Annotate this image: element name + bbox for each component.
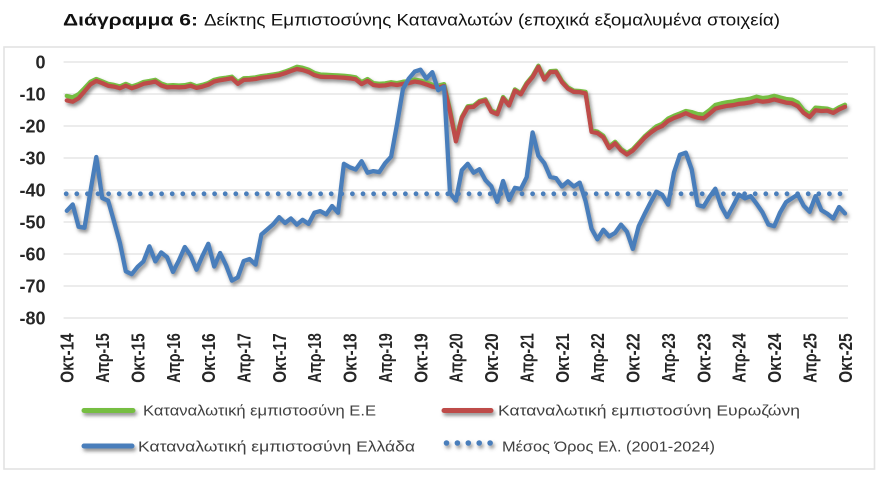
svg-text:Οκτ-20: Οκτ-20 [482,333,502,383]
svg-text:Απρ-15: Απρ-15 [93,333,113,383]
svg-text:Απρ-25: Απρ-25 [800,333,820,383]
svg-text:Οκτ-15: Οκτ-15 [128,333,148,383]
svg-text:-60: -60 [19,245,45,265]
svg-text:Καταναλωτική εμπιστοσύνη Ελλάδ: Καταναλωτική εμπιστοσύνη Ελλάδα [138,439,415,456]
svg-text:Οκτ-25: Οκτ-25 [836,333,856,383]
svg-text:Οκτ-21: Οκτ-21 [553,333,573,383]
svg-text:-40: -40 [19,181,45,201]
svg-text:Απρ-19: Απρ-19 [376,333,396,383]
svg-text:Απρ-21: Απρ-21 [518,333,538,383]
svg-text:Διάγραμμα 6:: Διάγραμμα 6: [63,11,198,29]
svg-text:Απρ-18: Απρ-18 [305,333,325,383]
svg-text:Οκτ-24: Οκτ-24 [765,333,785,383]
svg-text:Οκτ-23: Οκτ-23 [694,333,714,383]
svg-text:-30: -30 [19,149,45,169]
svg-text:Μέσος Όρος Ελ. (2001-2024): Μέσος Όρος Ελ. (2001-2024) [502,439,715,456]
svg-text:Απρ-17: Απρ-17 [235,333,255,383]
svg-text:-50: -50 [19,213,45,233]
svg-text:Οκτ-22: Οκτ-22 [624,333,644,383]
svg-text:-20: -20 [19,117,45,137]
svg-text:-70: -70 [19,277,45,297]
svg-text:-80: -80 [19,309,45,329]
svg-text:Οκτ-19: Οκτ-19 [411,333,431,383]
svg-text:Οκτ-17: Οκτ-17 [270,333,290,383]
svg-text:Απρ-16: Απρ-16 [164,333,184,383]
svg-text:Απρ-22: Απρ-22 [588,333,608,383]
svg-text:0: 0 [35,53,45,73]
svg-text:Οκτ-14: Οκτ-14 [58,333,78,383]
svg-text:Καταναλωτική εμπιστοσύνη Ε.Ε: Καταναλωτική εμπιστοσύνη Ε.Ε [143,403,376,420]
svg-text:Απρ-23: Απρ-23 [659,333,679,383]
svg-text:Καταναλωτική εμπιστοσύνη Ευρωζ: Καταναλωτική εμπιστοσύνη Ευρωζώνη [498,403,800,420]
svg-text:Δείκτης Εμπιστοσύνης Καταναλωτ: Δείκτης Εμπιστοσύνης Καταναλωτών (εποχικ… [204,11,780,29]
svg-text:Οκτ-16: Οκτ-16 [199,333,219,383]
svg-text:Απρ-20: Απρ-20 [447,333,467,383]
svg-text:Απρ-24: Απρ-24 [730,333,750,383]
svg-text:-10: -10 [19,85,45,105]
svg-text:Οκτ-18: Οκτ-18 [341,333,361,383]
